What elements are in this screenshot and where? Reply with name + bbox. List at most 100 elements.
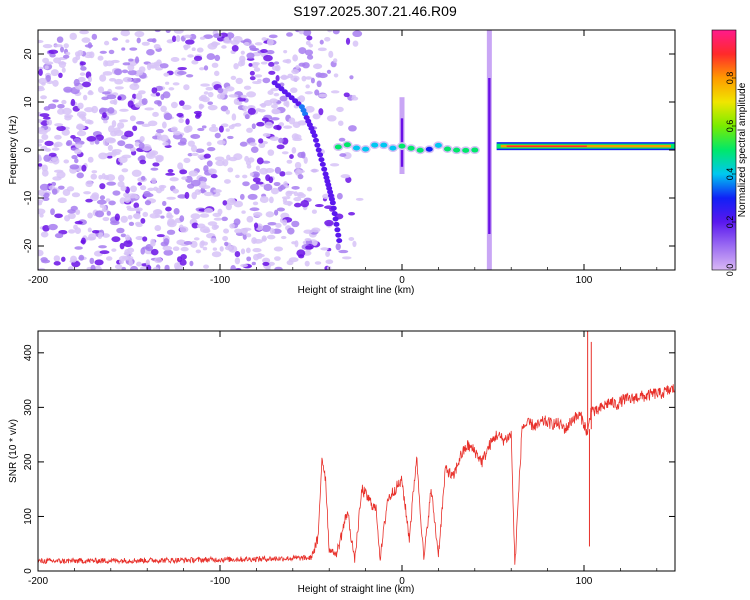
noise-blob [235,174,240,179]
noise-blob [161,121,167,129]
noise-blob [42,44,53,49]
noise-blob [248,63,253,67]
noise-blob [152,111,159,117]
noise-blob [245,247,251,254]
noise-blob [102,71,113,76]
noise-blob [352,40,359,47]
noise-blob [223,228,230,234]
tonal-segment [353,145,360,151]
noise-blob [183,126,191,134]
noise-blob [42,224,50,232]
noise-blob [180,253,187,260]
spectrogram-y-tick-label: 0 [23,147,34,153]
noise-blob [216,140,226,145]
descending-trace-blob [317,152,324,158]
tonal-segment [453,147,461,153]
noise-blob [165,81,170,85]
noise-blob [91,170,98,174]
noise-blob [127,214,133,220]
noise-blob [99,250,110,255]
noise-blob [155,92,161,97]
noise-blob [262,261,270,266]
noise-blob [312,63,323,70]
noise-blob [293,197,302,202]
noise-blob [258,138,264,144]
noise-blob [91,230,100,234]
tonal-segment [389,145,397,151]
tonal-segment [434,142,442,148]
noise-blob [76,172,84,179]
noise-blob [142,236,148,242]
noise-blob [207,104,218,111]
noise-blob [65,51,71,56]
noise-blob [106,94,117,100]
noise-blob [203,91,209,95]
noise-blob [51,147,60,151]
noise-blob [140,247,146,255]
noise-blob [38,77,47,85]
noise-blob [124,234,131,241]
noise-blob [222,235,229,242]
noise-blob [114,213,120,221]
noise-blob [70,255,77,263]
noise-blob [44,65,49,70]
noise-blob [103,40,110,46]
noise-blob [206,160,213,167]
noise-blob [167,169,174,173]
noise-blob [314,261,322,265]
noise-blob [149,213,159,219]
colorbar-tick-label: 0.6 [725,120,735,133]
noise-blob [268,176,274,184]
noise-blob [145,259,150,267]
noise-blob [54,233,64,239]
descending-trace-blob [331,211,338,217]
noise-blob [149,64,160,69]
noise-blob [163,72,170,77]
noise-blob [181,176,188,180]
noise-blob [203,191,213,197]
noise-blob [133,212,141,220]
noise-blob [300,200,310,208]
noise-blob [176,112,184,118]
noise-blob [124,130,134,138]
noise-blob [178,118,184,124]
noise-blob [118,156,128,164]
noise-blob [231,113,237,121]
snr-x-label: Height of straight line (km) [298,584,415,595]
noise-blob [339,153,347,157]
noise-blob [69,32,77,41]
noise-blob [256,252,263,260]
noise-blob [134,30,145,38]
noise-blob [172,188,180,194]
noise-blob [286,190,296,195]
noise-blob [108,49,115,55]
noise-blob [239,193,245,200]
noise-blob [268,61,275,67]
spectrogram-y-tick-label: 20 [23,48,34,60]
noise-blob [38,249,44,257]
tonal-segment [371,142,379,148]
colorbar-tick-label: 0.8 [725,72,735,85]
noise-blob [284,171,293,176]
noise-blob [269,136,280,141]
noise-blob [246,91,257,98]
noise-blob [123,240,133,248]
colorbar-frame [711,29,737,271]
noise-blob [338,137,346,142]
noise-blob [54,134,62,140]
noise-blob [71,154,78,160]
noise-blob [81,37,91,43]
noise-blob [326,69,332,74]
noise-blob [109,100,117,105]
snr-panel: -200 -100 0 100 0 100 200 300 400 Height of str… [8,330,676,595]
noise-blob [38,85,45,90]
noise-blob [166,229,176,235]
noise-blob [140,217,146,224]
noise-blob [129,83,140,91]
noise-blob [58,60,67,68]
noise-blob [170,126,178,132]
noise-blob [38,139,44,144]
noise-blob [233,200,244,208]
noise-blob [111,248,117,252]
